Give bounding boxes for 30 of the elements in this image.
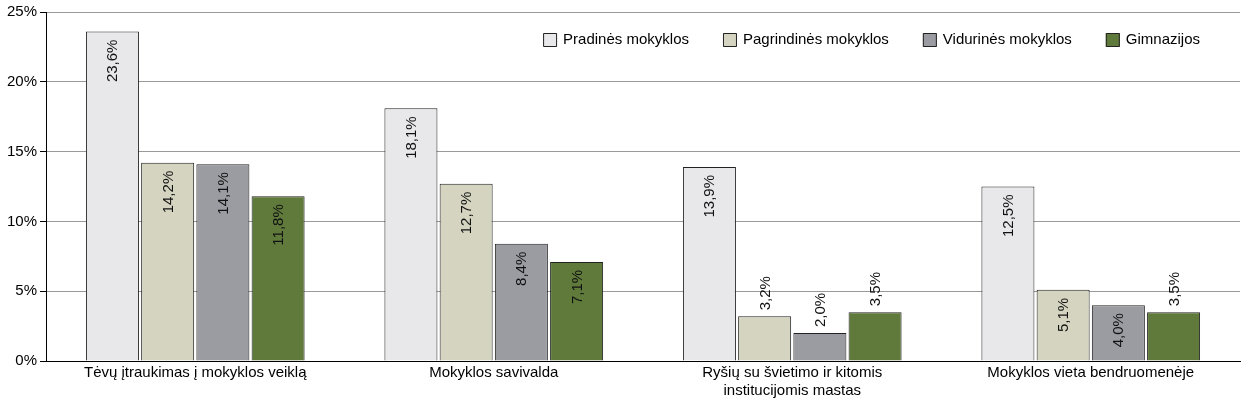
data-label: 11,8% [269,204,287,246]
data-label: 3,5% [1164,271,1182,307]
data-label: 3,5% [866,271,884,307]
data-label: 8,4% [512,251,530,286]
data-label: 5,1% [1054,297,1072,333]
data-label: 7,1% [567,269,585,305]
y-tick-label: 5% [15,281,38,299]
data-label: 12,5% [998,194,1016,238]
data-label: 14,2% [158,170,176,214]
y-tick-label: 10% [6,211,38,229]
data-label: 14,1% [213,172,231,215]
x-tick-label: Tėvų įtraukimas į mokyklos veiklą [83,363,308,381]
x-tick-label: Mokyklos savivalda [429,363,560,381]
data-label: 18,1% [401,116,419,159]
data-label: 4,0% [1109,313,1127,348]
legend-label: Pagrindinės mokyklos [742,30,889,48]
data-label: 3,2% [755,276,773,311]
data-label: 12,7% [457,191,475,235]
y-tick-label: 25% [6,2,38,20]
x-tick-label: Mokyklos vieta bendruomenėje [987,363,1195,381]
data-label: 2,0% [810,292,828,328]
y-tick-label: 15% [6,141,38,159]
legend-label: Pradinės mokyklos [563,30,689,48]
x-tick-label: Ryšių su švietimo ir kitomis institucijomis mastas [702,363,883,399]
data-label: 23,6% [103,39,121,83]
legend-label: Gimnazijos [1125,30,1200,48]
y-tick-label: 20% [6,71,38,89]
data-label: 13,9% [700,174,718,218]
y-tick-label: 0% [15,351,38,369]
legend-label: Vidurinės mokyklos [942,30,1072,48]
